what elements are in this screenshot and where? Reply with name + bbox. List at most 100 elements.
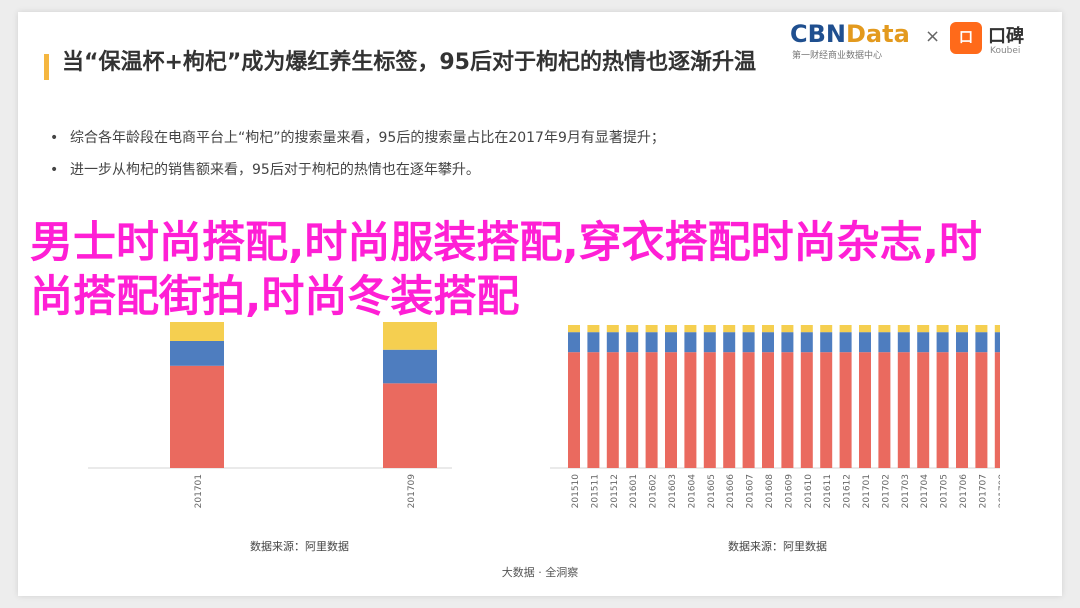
- overlay-watermark-text: 男士时尚搭配,时尚服装搭配,穿衣搭配时尚杂志,时尚搭配街拍,时尚冬装搭配: [30, 218, 983, 322]
- bar-segment: [742, 352, 755, 468]
- bar-segment: [897, 352, 910, 468]
- bar-segment: [383, 322, 437, 350]
- bar-segment: [606, 352, 619, 468]
- bar-segment: [781, 325, 794, 333]
- bar-segment: [626, 325, 639, 333]
- x-tick-label: 201512: [610, 474, 620, 508]
- bar-segment: [684, 325, 697, 333]
- cbndata-subtitle: 第一财经商业数据中心: [792, 51, 883, 61]
- bar-segment: [800, 332, 813, 353]
- right-chart: 201510 201511 201512 201601 201602 201603 2016…: [550, 325, 1000, 509]
- bar-segment: [742, 325, 755, 333]
- bar-segment: [897, 332, 910, 353]
- bar-segment: [723, 325, 736, 333]
- bar-segment: [800, 325, 813, 333]
- bar-segment: [684, 332, 697, 353]
- bar-segment: [956, 325, 968, 333]
- bar-segment: [703, 352, 716, 468]
- bar-segment: [587, 325, 600, 333]
- right-source: 数据来源：阿里数据: [728, 540, 827, 553]
- bar-segment: [762, 325, 774, 333]
- bar-segment: [568, 352, 580, 468]
- bar-segment: [703, 332, 716, 353]
- x-tick-label: 201702: [881, 474, 891, 508]
- cbndata-logo: CBNData: [790, 20, 910, 48]
- bar-segment: [383, 349, 437, 384]
- x-tick-label: 201606: [726, 474, 736, 509]
- bar-segment: [383, 383, 437, 468]
- bar-segment: [665, 332, 677, 353]
- x-tick-label: 201608: [765, 474, 775, 509]
- bullet-text: 进一步从枸杞的销售额来看，95后对于枸杞的热情也在逐年攀升。: [70, 162, 480, 178]
- x-tick-label: 201607: [746, 474, 756, 508]
- bar-segment: [568, 325, 580, 333]
- bar-segment: [975, 352, 988, 468]
- x-tick-label: 201701: [194, 474, 204, 508]
- bar-segment: [762, 332, 774, 353]
- x-tick-label: 201605: [707, 474, 717, 508]
- x-tick-label: 201701: [862, 474, 872, 508]
- bar-segment: [742, 332, 755, 353]
- left-chart: 201701 201709: [88, 322, 452, 509]
- bullet-text: 综合各年龄段在电商平台上“枸杞”的搜索量来看，95后的搜索量占比在2017年9月…: [70, 130, 665, 146]
- x-tick-label: 201602: [649, 474, 659, 508]
- bar-segment: [626, 332, 639, 353]
- x-tick-label: 201601: [629, 474, 639, 508]
- x-tick-label: 201709: [407, 474, 417, 509]
- bar-segment: [936, 332, 949, 353]
- bar-segment: [820, 325, 833, 333]
- bar-segment: [994, 332, 1000, 353]
- bar-segment: [897, 325, 910, 333]
- bar-segment: [800, 352, 813, 468]
- bar-segment: [762, 352, 774, 468]
- bar-segment: [645, 332, 658, 353]
- bullet-dot: •: [50, 130, 59, 146]
- bar-segment: [568, 332, 580, 353]
- bar-segment: [665, 325, 677, 333]
- x-tick-label: 201703: [901, 474, 911, 508]
- bar-segment: [878, 332, 891, 353]
- bar-segment: [606, 332, 619, 353]
- bar-segment: [917, 352, 930, 468]
- x-tick-label: 201611: [823, 474, 833, 508]
- x-tick-label: 201708: [998, 474, 1000, 509]
- bar-segment: [170, 322, 224, 341]
- bar-segment: [936, 352, 949, 468]
- bar-segment: [878, 325, 891, 333]
- bar-segment: [859, 352, 871, 468]
- logo-area: CBNData 第一财经商业数据中心 × 口 口碑 Koubei: [790, 20, 1050, 61]
- bar-segment: [917, 325, 930, 333]
- x-tick-label: 201510: [571, 474, 581, 509]
- bar-segment: [975, 325, 988, 333]
- bar-segment: [917, 332, 930, 353]
- x-tick-label: 201610: [804, 474, 814, 509]
- bar-segment: [956, 352, 968, 468]
- koubei-name: 口碑: [988, 26, 1024, 47]
- x-tick-label: 201612: [843, 474, 853, 508]
- logo-separator: ×: [925, 26, 941, 47]
- bar-segment: [820, 352, 833, 468]
- bar-segment: [781, 332, 794, 353]
- bar-segment: [859, 325, 871, 333]
- bullet-item: • 综合各年龄段在电商平台上“枸杞”的搜索量来看，95后的搜索量占比在2017年…: [48, 122, 908, 154]
- bar-segment: [839, 332, 852, 353]
- bar-segment: [936, 325, 949, 333]
- koubei-logo-icon: 口: [950, 22, 982, 54]
- bar-segment: [606, 325, 619, 333]
- slide-title: 当“保温杯+枸杞”成为爆红养生标签，95后对于枸杞的热情也逐渐升温: [62, 50, 756, 75]
- bar-segment: [703, 325, 716, 333]
- bullet-dot: •: [50, 162, 59, 178]
- x-tick-label: 201705: [940, 474, 950, 508]
- bar-segment: [587, 332, 600, 353]
- bar-segment: [684, 352, 697, 468]
- bar-segment: [723, 332, 736, 353]
- x-tick-label: 201707: [978, 474, 988, 508]
- x-tick-label: 201511: [590, 474, 600, 508]
- bar-segment: [994, 325, 1000, 333]
- footer-slogan: 大数据 · 全洞察: [501, 566, 579, 579]
- bar-segment: [859, 332, 871, 353]
- bar-segment: [820, 332, 833, 353]
- bar-segment: [878, 352, 891, 468]
- title-accent-bar: [44, 54, 49, 80]
- bar-segment: [587, 352, 600, 468]
